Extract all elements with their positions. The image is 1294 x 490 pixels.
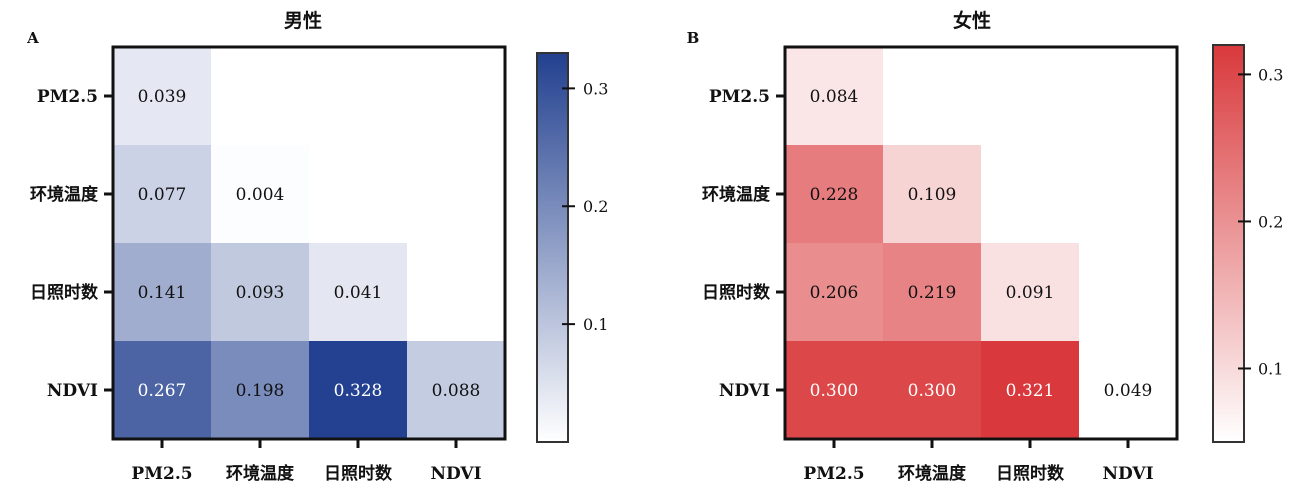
colorbar-tick-label: 0.2 bbox=[1258, 212, 1283, 231]
cell-value-label: 0.300 bbox=[908, 381, 957, 401]
y-tick-label: NDVI bbox=[719, 381, 770, 401]
panel-letter: A bbox=[26, 29, 39, 47]
heatmap-cell bbox=[113, 145, 211, 243]
y-tick-label: 环境温度 bbox=[30, 184, 99, 205]
chart-title: 女性 bbox=[953, 9, 991, 32]
y-tick-label: 环境温度 bbox=[702, 184, 771, 205]
cell-value-label: 0.206 bbox=[810, 283, 859, 303]
heatmap-cell bbox=[883, 145, 981, 243]
cell-value-label: 0.093 bbox=[236, 283, 285, 303]
y-tick-label: PM2.5 bbox=[37, 87, 98, 107]
heatmap-cell bbox=[785, 47, 883, 145]
x-tick-label: NDVI bbox=[430, 464, 481, 484]
panel-letter: B bbox=[687, 29, 700, 47]
colorbar bbox=[1212, 44, 1245, 443]
heatmap-cell bbox=[113, 47, 211, 145]
y-tick-label: PM2.5 bbox=[709, 87, 770, 107]
chart-title: 男性 bbox=[284, 9, 322, 32]
y-tick-label: 日照时数 bbox=[30, 282, 99, 303]
heatmap-panel-a: A 男性 0.039 0.077 0.004 0.141 0.093 0.041 0.267 0.… bbox=[26, 9, 608, 484]
heatmap-cell bbox=[211, 243, 309, 341]
colorbar-tick-label: 0.1 bbox=[583, 315, 608, 334]
cell-value-label: 0.088 bbox=[432, 381, 481, 401]
heatmap-cell bbox=[883, 341, 981, 439]
heatmap-cell bbox=[113, 243, 211, 341]
heatmap-panel-b: B 女性 0.084 0.228 0.109 0.206 0.219 0.091 0.300 0.… bbox=[687, 9, 1284, 484]
x-tick-label: 环境温度 bbox=[898, 463, 967, 484]
x-tick-label: 日照时数 bbox=[996, 463, 1065, 484]
heatmap-cell bbox=[1079, 341, 1177, 439]
cell-value-label: 0.039 bbox=[138, 87, 187, 107]
x-tick-label: PM2.5 bbox=[803, 464, 864, 484]
x-tick-label: 日照时数 bbox=[324, 463, 393, 484]
y-tick-label: 日照时数 bbox=[702, 282, 771, 303]
colorbar-tick-label: 0.3 bbox=[1258, 65, 1283, 84]
heatmap-cell bbox=[883, 243, 981, 341]
heatmap-cell bbox=[785, 243, 883, 341]
cell-value-label: 0.049 bbox=[1104, 381, 1153, 401]
heatmap-cell bbox=[785, 341, 883, 439]
heatmap-cell bbox=[309, 243, 407, 341]
colorbar-tick-label: 0.1 bbox=[1258, 359, 1283, 378]
cell-value-label: 0.219 bbox=[908, 283, 957, 303]
x-tick-label: NDVI bbox=[1102, 464, 1153, 484]
heatmap-cell bbox=[785, 145, 883, 243]
cell-value-label: 0.198 bbox=[236, 381, 285, 401]
plot-frame bbox=[111, 45, 507, 441]
cell-value-label: 0.300 bbox=[810, 381, 859, 401]
cell-value-label: 0.109 bbox=[908, 185, 957, 205]
cell-value-label: 0.228 bbox=[810, 185, 859, 205]
cell-value-label: 0.077 bbox=[138, 185, 187, 205]
heatmap-cell bbox=[211, 145, 309, 243]
cell-value-label: 0.321 bbox=[1006, 381, 1055, 401]
heatmap-cell bbox=[407, 341, 505, 439]
colorbar bbox=[536, 52, 569, 443]
heatmap-cell bbox=[113, 341, 211, 439]
heatmap-cell bbox=[981, 341, 1079, 439]
cell-value-label: 0.084 bbox=[810, 87, 859, 107]
heatmap-cell bbox=[309, 341, 407, 439]
y-tick-label: NDVI bbox=[47, 381, 98, 401]
cell-value-label: 0.091 bbox=[1006, 283, 1055, 303]
colorbar-tick-label: 0.2 bbox=[583, 197, 608, 216]
cell-value-label: 0.004 bbox=[236, 185, 285, 205]
colorbar-tick-label: 0.3 bbox=[583, 79, 608, 98]
heatmap-cell bbox=[981, 243, 1079, 341]
cell-value-label: 0.328 bbox=[334, 381, 383, 401]
cell-value-label: 0.267 bbox=[138, 381, 187, 401]
cell-value-label: 0.141 bbox=[138, 283, 187, 303]
x-tick-label: PM2.5 bbox=[131, 464, 192, 484]
cell-value-label: 0.041 bbox=[334, 283, 383, 303]
x-tick-label: 环境温度 bbox=[226, 463, 295, 484]
plot-frame bbox=[783, 45, 1179, 441]
heatmap-cell bbox=[211, 341, 309, 439]
